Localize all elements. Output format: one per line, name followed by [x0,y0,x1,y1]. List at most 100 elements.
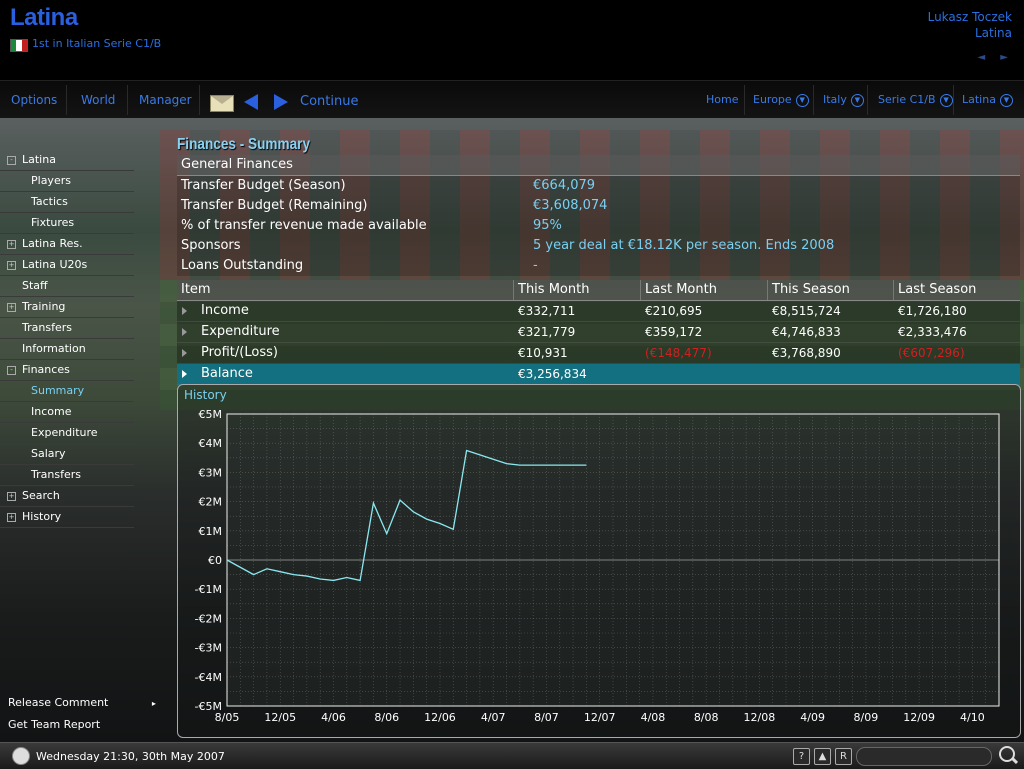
history-arrows-icon[interactable]: ◄ ► [977,52,1014,63]
nav-divider [867,85,868,115]
y-tick-label: -€3M [195,642,222,655]
y-tick-label: €3M [199,466,223,479]
expand-arrow-icon[interactable] [182,328,187,336]
league-position[interactable]: 1st in Italian Serie C1/B [32,37,162,50]
x-tick-label: 12/05 [264,711,296,724]
row-value: - [533,258,538,273]
breadcrumb-europe[interactable]: Europe ▼ [753,93,809,107]
league-dropdown-icon[interactable]: ▼ [939,93,953,107]
x-tick-label: 4/07 [481,711,506,724]
expand-icon[interactable]: + [7,261,16,270]
row-value: €664,079 [533,178,596,193]
row-label: Loans Outstanding [181,258,304,273]
sidebar-item-fixtures[interactable]: Fixtures [0,213,134,234]
table-row-expenditure[interactable]: Expenditure €321,779 €359,172 €4,746,833… [177,322,1020,343]
search-input[interactable] [856,747,992,766]
sidebar-item-training[interactable]: + Training [0,297,134,318]
table-row-income[interactable]: Income €332,711 €210,695 €8,515,724 €1,7… [177,301,1020,322]
sidebar-item-expenditure[interactable]: Expenditure [0,423,134,444]
r-button[interactable]: R [835,748,852,765]
sidebar-item-transfers[interactable]: Transfers [0,465,134,486]
row-label: Sponsors [181,238,241,253]
cell-last-season: €1,726,180 [898,304,967,318]
sidebar-item-latina-res-[interactable]: + Latina Res. [0,234,134,255]
nav-divider [744,85,745,115]
sidebar-item-label: Fixtures [31,216,75,229]
collapse-icon[interactable]: - [7,366,16,375]
expand-arrow-icon[interactable] [182,370,187,378]
x-tick-label: 8/05 [215,711,240,724]
expand-icon[interactable]: + [7,492,16,501]
breadcrumb-league[interactable]: Serie C1/B ▼ [878,93,953,107]
manager-name[interactable]: Lukasz Toczek [927,10,1012,24]
sidebar-item-latina-u20s[interactable]: + Latina U20s [0,255,134,276]
club-dropdown-icon[interactable]: ▼ [999,93,1013,107]
sidebar-item-income[interactable]: Income [0,402,134,423]
history-panel: History €5M €4M €3M €2M €1M €0 -€1M -€2M -€3M -€4… [177,384,1021,738]
row-value: 95% [533,218,562,233]
continue-button[interactable]: Continue [300,94,359,109]
sidebar-item-staff[interactable]: Staff [0,276,134,297]
inbox-envelope-icon[interactable] [210,95,234,112]
col-header-this-month[interactable]: This Month [518,282,590,297]
sidebar-item-search[interactable]: + Search [0,486,134,507]
club-name[interactable]: Latina [10,4,78,31]
expand-arrow-icon[interactable] [182,349,187,357]
table-row-balance[interactable]: Balance €3,256,834 [177,364,1020,385]
collapse-icon[interactable]: - [7,156,16,165]
col-header-last-month[interactable]: Last Month [645,282,717,297]
row-item: Income [201,303,249,318]
world-menu[interactable]: World [81,93,116,107]
nav-divider [66,85,67,115]
expand-arrow-icon[interactable] [182,307,187,315]
sidebar-item-label: History [22,510,62,523]
sidebar-item-salary[interactable]: Salary [0,444,134,465]
y-tick-label: -€2M [195,612,222,625]
italy-dropdown-icon[interactable]: ▼ [850,93,864,107]
x-tick-label: 8/08 [694,711,719,724]
europe-dropdown-icon[interactable]: ▼ [795,93,809,107]
col-header-last-season[interactable]: Last Season [898,282,977,297]
breadcrumb-italy-label: Italy [823,93,847,106]
back-arrow-icon[interactable] [244,94,258,110]
row-label: % of transfer revenue made available [181,218,427,233]
sidebar-item-label: Transfers [31,468,81,481]
breadcrumb-home[interactable]: Home [706,93,739,106]
options-menu[interactable]: Options [11,93,58,107]
cell-this-month: €321,779 [518,325,576,339]
breadcrumb-club[interactable]: Latina ▼ [962,93,1013,107]
expand-icon[interactable]: + [7,513,16,522]
manager-club[interactable]: Latina [974,26,1012,40]
sidebar-item-label: Staff [22,279,48,292]
submenu-arrow-icon: ▸ [151,699,156,708]
up-button[interactable]: ▲ [814,748,831,765]
breadcrumb-italy[interactable]: Italy ▼ [823,93,864,107]
flag-stripe-white [16,40,22,51]
col-header-this-season[interactable]: This Season [772,282,850,297]
column-divider [640,280,641,300]
sidebar-item-tactics[interactable]: Tactics [0,192,134,213]
expand-icon[interactable]: + [7,240,16,249]
sidebar-item-players[interactable]: Players [0,171,134,192]
sidebar-item-history[interactable]: + History [0,507,134,528]
sidebar-item-finances[interactable]: - Finances [0,360,134,381]
expand-icon[interactable]: + [7,303,16,312]
history-chart: €5M€4M€3M€2M€1M€0-€1M-€2M-€3M-€4M-€5M8/0… [195,408,1000,724]
flag-stripe-green [11,40,17,51]
help-button[interactable]: ? [793,748,810,765]
search-icon[interactable] [999,746,1015,762]
sponsor-deal-link[interactable]: 5 year deal at €18.12K per season. Ends … [533,238,835,253]
sidebar-item-summary[interactable]: Summary [0,381,134,402]
sidebar-item-information[interactable]: Information [0,339,134,360]
col-header-item[interactable]: Item [181,282,211,297]
row-label: Transfer Budget (Remaining) [181,198,368,213]
nav-divider [127,85,128,115]
release-comment-link[interactable]: Release Comment ▸ [8,692,156,714]
sidebar-item-latina[interactable]: - Latina [0,150,134,171]
sidebar-item-transfers[interactable]: Transfers [0,318,134,339]
get-team-report-link[interactable]: Get Team Report [8,718,101,731]
y-tick-label: -€5M [195,700,222,713]
manager-menu[interactable]: Manager [139,93,192,107]
table-row-profit-loss[interactable]: Profit/(Loss) €10,931 (€148,477) €3,768,… [177,343,1020,364]
forward-arrow-icon[interactable] [274,94,288,110]
